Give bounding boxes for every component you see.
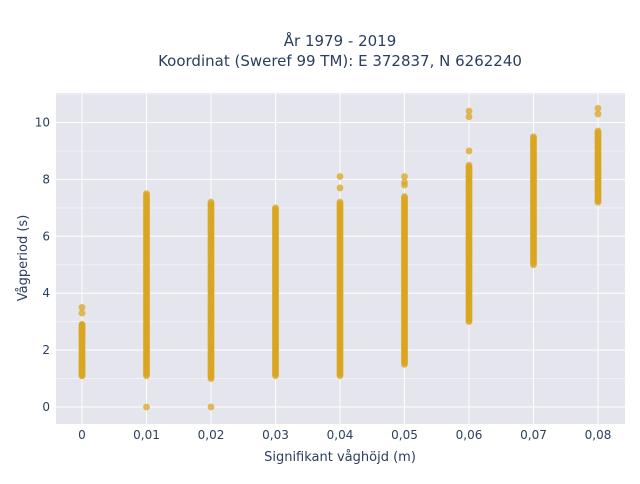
data-point	[336, 173, 344, 180]
data-point	[143, 403, 150, 411]
data-point	[530, 133, 537, 141]
data-point	[401, 193, 408, 200]
data-point	[143, 190, 150, 198]
y-tick-label: 0	[42, 400, 50, 414]
data-point	[272, 204, 279, 212]
chart-title-line-2: Koordinat (Sweref 99 TM): E 372837, N 62…	[158, 52, 522, 70]
data-point	[465, 147, 473, 155]
data-point	[78, 335, 86, 343]
data-point	[594, 110, 602, 118]
data-point	[465, 161, 473, 169]
data-point	[401, 181, 408, 189]
y-tick-label: 6	[42, 229, 50, 243]
tick-labels: 0 2 4 6 8 10 0 0,01 0,02 0,03 0,04 0,05 0,06 0,07 0,08	[35, 116, 612, 443]
data-point	[207, 198, 215, 206]
x-tick-label: 0,08	[585, 428, 612, 442]
data-point	[594, 104, 602, 112]
x-tick-label: 0,01	[133, 428, 160, 442]
y-tick-label: 2	[42, 343, 50, 357]
data-point	[465, 113, 473, 121]
y-tick-label: 10	[35, 116, 50, 130]
x-tick-label: 0,05	[391, 428, 418, 442]
x-tick-label: 0,03	[262, 428, 289, 442]
x-tick-label: 0,02	[198, 428, 225, 442]
data-point	[78, 309, 86, 317]
data-point	[336, 198, 344, 206]
x-tick-label: 0,04	[327, 428, 354, 442]
data-point	[594, 127, 602, 135]
y-tick-label: 8	[42, 172, 50, 186]
data-point	[336, 184, 344, 192]
data-point	[78, 304, 86, 311]
data-points	[78, 104, 602, 411]
x-axis-title: Signifikant våghöjd (m)	[264, 450, 416, 465]
data-point	[78, 372, 86, 380]
data-point	[78, 349, 86, 357]
y-tick-label: 4	[42, 286, 50, 300]
y-axis-title: Vågperiod (s)	[16, 215, 31, 302]
x-tick-label: 0	[78, 428, 86, 442]
chart-title-line-1: År 1979 - 2019	[284, 31, 397, 50]
x-tick-label: 0,06	[456, 428, 483, 442]
data-point	[207, 403, 215, 411]
data-point	[401, 173, 408, 180]
x-tick-label: 0,07	[520, 428, 547, 442]
data-point	[465, 107, 473, 115]
